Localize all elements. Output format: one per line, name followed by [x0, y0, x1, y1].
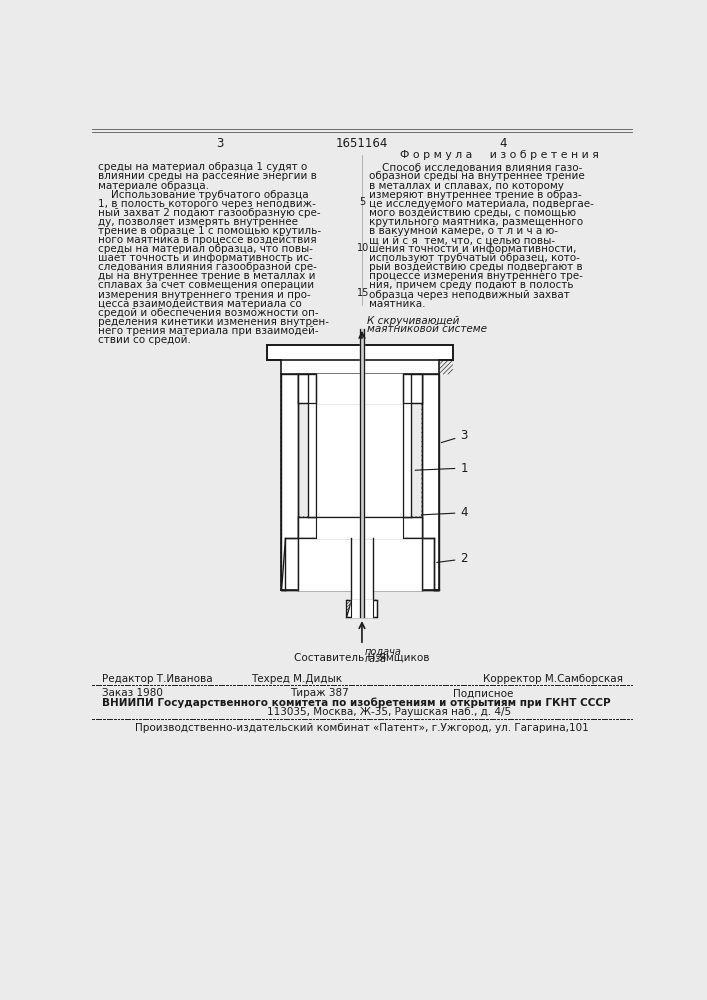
- Text: К скручивающей: К скручивающей: [367, 316, 459, 326]
- Text: 1: 1: [415, 462, 468, 475]
- Bar: [438, 345, 452, 374]
- Text: Подписное: Подписное: [452, 688, 513, 698]
- Text: рый воздействию среды подвергают в: рый воздействию среды подвергают в: [369, 262, 583, 272]
- Text: мого воздействию среды, с помощью: мого воздействию среды, с помощью: [369, 208, 576, 218]
- Text: 4: 4: [499, 137, 507, 150]
- Text: 3: 3: [216, 137, 224, 150]
- Text: цесса взаимодействия материала со: цесса взаимодействия материала со: [98, 299, 301, 309]
- Polygon shape: [316, 374, 403, 517]
- Text: образной среды на внутреннее трение: образной среды на внутреннее трение: [369, 171, 585, 181]
- Text: Производственно-издательский комбинат «Патент», г.Ужгород, ул. Гагарина,101: Производственно-издательский комбинат «П…: [135, 723, 589, 733]
- Text: газа: газа: [364, 654, 387, 664]
- Bar: [285, 538, 298, 590]
- Text: ния, причем среду подают в полость: ния, причем среду подают в полость: [369, 280, 573, 290]
- Text: щ и й с я  тем, что, с целью повы-: щ и й с я тем, что, с целью повы-: [369, 235, 555, 245]
- Text: него трения материала при взаимодей-: него трения материала при взаимодей-: [98, 326, 318, 336]
- Text: Тираж 387: Тираж 387: [290, 688, 349, 698]
- Bar: [346, 600, 378, 617]
- Text: среды на материал образца, что повы-: среды на материал образца, что повы-: [98, 244, 312, 254]
- Text: измеряют внутреннее трение в образ-: измеряют внутреннее трение в образ-: [369, 190, 582, 200]
- Polygon shape: [281, 538, 438, 590]
- Polygon shape: [403, 374, 411, 517]
- Polygon shape: [351, 538, 373, 600]
- Bar: [281, 374, 298, 590]
- Polygon shape: [298, 374, 421, 403]
- Text: 4: 4: [421, 506, 468, 519]
- Text: Ф о р м у л а     и з о б р е т е н и я: Ф о р м у л а и з о б р е т е н и я: [399, 150, 599, 160]
- Text: ВНИИПИ Государственного комитета по изобретениям и открытиям при ГКНТ СССР: ВНИИПИ Государственного комитета по изоб…: [103, 698, 611, 708]
- Text: образца через неподвижный захват: образца через неподвижный захват: [369, 290, 570, 300]
- Text: 1651164: 1651164: [336, 137, 388, 150]
- Text: в вакуумной камере, о т л и ч а ю-: в вакуумной камере, о т л и ч а ю-: [369, 226, 558, 236]
- Text: Техред М.Дидык: Техред М.Дидык: [251, 674, 342, 684]
- Text: влиянии среды на рассеяние энергии в: влиянии среды на рассеяние энергии в: [98, 171, 317, 181]
- Text: маятниковой системе: маятниковой системе: [367, 324, 486, 334]
- Bar: [421, 538, 434, 590]
- Text: 2: 2: [437, 552, 468, 565]
- Text: Редактор Т.Иванова: Редактор Т.Иванова: [103, 674, 213, 684]
- Text: Составитель Н.Ямщиков: Составитель Н.Ямщиков: [294, 653, 430, 663]
- Bar: [267, 345, 452, 360]
- Text: шает точность и информативность ис-: шает точность и информативность ис-: [98, 253, 312, 263]
- Text: измерения внутреннего трения и про-: измерения внутреннего трения и про-: [98, 290, 310, 300]
- Text: Корректор М.Самборская: Корректор М.Самборская: [483, 674, 623, 684]
- Text: шения точности и информативности,: шения точности и информативности,: [369, 244, 576, 254]
- Polygon shape: [360, 329, 364, 617]
- Text: 113035, Москва, Ж-35, Раушская наб., д. 4/5: 113035, Москва, Ж-35, Раушская наб., д. …: [267, 707, 510, 717]
- Bar: [421, 374, 438, 590]
- Text: в металлах и сплавах, по которому: в металлах и сплавах, по которому: [369, 181, 563, 191]
- Polygon shape: [267, 345, 452, 374]
- Polygon shape: [316, 374, 403, 403]
- Text: средой и обеспечения возможности оп-: средой и обеспечения возможности оп-: [98, 308, 318, 318]
- Text: ного маятника в процессе воздействия: ного маятника в процессе воздействия: [98, 235, 316, 245]
- Text: крутильного маятника, размещенного: крутильного маятника, размещенного: [369, 217, 583, 227]
- Text: ный захват 2 подают газообразную сре-: ный захват 2 подают газообразную сре-: [98, 208, 320, 218]
- Polygon shape: [298, 517, 421, 538]
- Text: 15: 15: [356, 288, 369, 298]
- Text: Использование трубчатого образца: Использование трубчатого образца: [98, 190, 308, 200]
- Text: 5: 5: [360, 197, 366, 207]
- Text: ды на внутреннее трение в металлах и: ды на внутреннее трение в металлах и: [98, 271, 315, 281]
- Text: ствии со средой.: ствии со средой.: [98, 335, 191, 345]
- Polygon shape: [316, 517, 403, 538]
- Text: 1, в полость которого через неподвиж-: 1, в полость которого через неподвиж-: [98, 199, 315, 209]
- Bar: [308, 374, 316, 517]
- Text: следования влияния газообразной сре-: следования влияния газообразной сре-: [98, 262, 317, 272]
- Text: ду, позволяет измерять внутреннее: ду, позволяет измерять внутреннее: [98, 217, 298, 227]
- Bar: [298, 517, 421, 538]
- Text: материале образца.: материале образца.: [98, 181, 209, 191]
- Bar: [267, 345, 281, 374]
- Text: це исследуемого материала, подвергае-: це исследуемого материала, подвергае-: [369, 199, 594, 209]
- Text: используют трубчатый образец, кото-: используют трубчатый образец, кото-: [369, 253, 580, 263]
- Polygon shape: [308, 374, 316, 517]
- Text: 10: 10: [356, 243, 369, 253]
- Polygon shape: [351, 600, 373, 617]
- Text: процессе измерения внутреннего тре-: процессе измерения внутреннего тре-: [369, 271, 583, 281]
- Polygon shape: [346, 600, 378, 617]
- Text: ределения кинетики изменения внутрен-: ределения кинетики изменения внутрен-: [98, 317, 329, 327]
- Text: трение в образце 1 с помощью крутиль-: трение в образце 1 с помощью крутиль-: [98, 226, 321, 236]
- Polygon shape: [421, 374, 438, 590]
- Text: сплавах за счет совмещения операции: сплавах за счет совмещения операции: [98, 280, 314, 290]
- Text: маятника.: маятника.: [369, 299, 426, 309]
- Polygon shape: [281, 374, 298, 590]
- Text: подача: подача: [364, 647, 401, 657]
- Text: Заказ 1980: Заказ 1980: [103, 688, 163, 698]
- Text: среды на материал образца 1 судят о: среды на материал образца 1 судят о: [98, 162, 307, 172]
- Bar: [298, 374, 421, 403]
- Text: Способ исследования влияния газо-: Способ исследования влияния газо-: [369, 162, 583, 172]
- Polygon shape: [298, 538, 421, 590]
- Text: 3: 3: [441, 429, 468, 443]
- Bar: [403, 374, 411, 517]
